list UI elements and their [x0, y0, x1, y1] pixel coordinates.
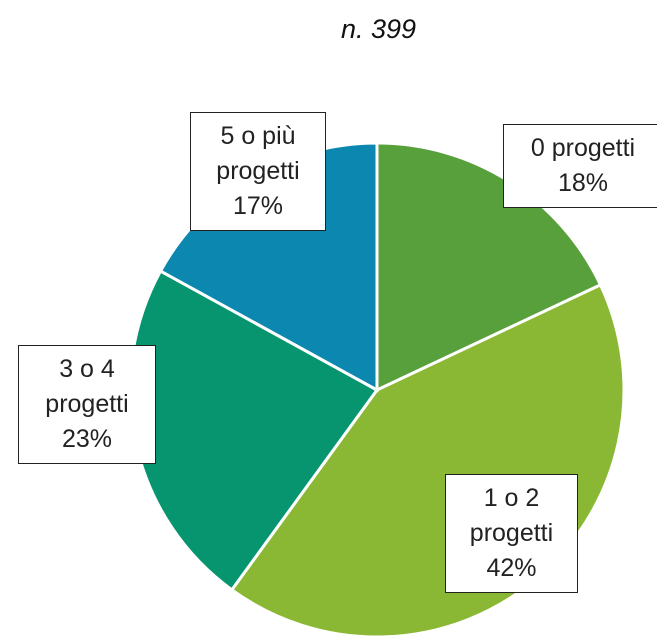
data-label: 3 o 4 progetti 23%	[18, 345, 156, 464]
chart-title: n. 399	[340, 14, 417, 44]
label-value: 18%	[557, 169, 609, 197]
label-category: 0 progetti	[530, 134, 636, 162]
label-category: 3 o 4 progetti	[45, 355, 129, 418]
label-value: 42%	[486, 554, 537, 582]
label-category: 5 o più progetti	[216, 122, 300, 185]
data-label: 1 o 2 progetti 42%	[445, 474, 578, 593]
data-label: 5 o più progetti 17%	[190, 112, 326, 231]
label-category: 1 o 2 progetti	[469, 484, 554, 547]
data-label: 0 progetti 18%	[503, 124, 657, 208]
label-value: 17%	[232, 192, 284, 220]
label-value: 23%	[61, 425, 113, 453]
